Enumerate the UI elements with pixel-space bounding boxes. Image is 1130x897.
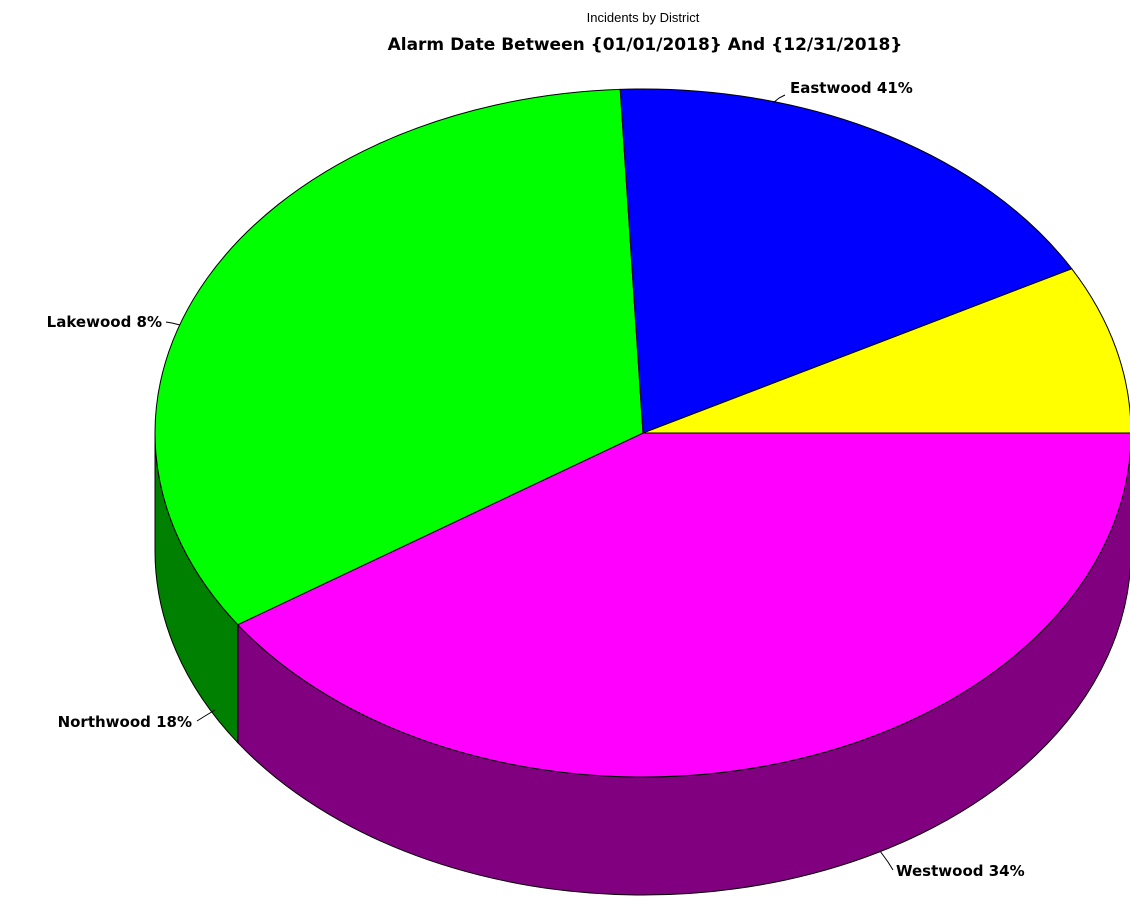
leader-line-lakewood — [165, 321, 181, 326]
pie-slices — [154, 88, 1130, 896]
chart-subtitle: Alarm Date Between {01/01/2018} And {12/… — [388, 35, 903, 55]
slice-label-eastwood: Eastwood 41% — [790, 79, 913, 97]
leader-line-northwood — [196, 709, 216, 722]
pie-slice-eastwood — [236, 432, 1130, 778]
slice-label-northwood: Northwood 18% — [58, 713, 192, 731]
chart-title: Incidents by District — [587, 10, 700, 25]
leader-line-eastwood — [772, 94, 786, 104]
leader-line-westwood — [879, 850, 894, 871]
slice-label-westwood: Westwood 34% — [896, 862, 1025, 880]
slice-labels: Eastwood 41% Westwood 34% Northwood 18% Lak… — [47, 79, 1025, 880]
pie-slice-westwood — [154, 88, 644, 626]
pie-slice-northwood — [619, 88, 1073, 434]
pie-slice-lakewood — [642, 268, 1130, 434]
slice-label-lakewood: Lakewood 8% — [47, 313, 162, 331]
